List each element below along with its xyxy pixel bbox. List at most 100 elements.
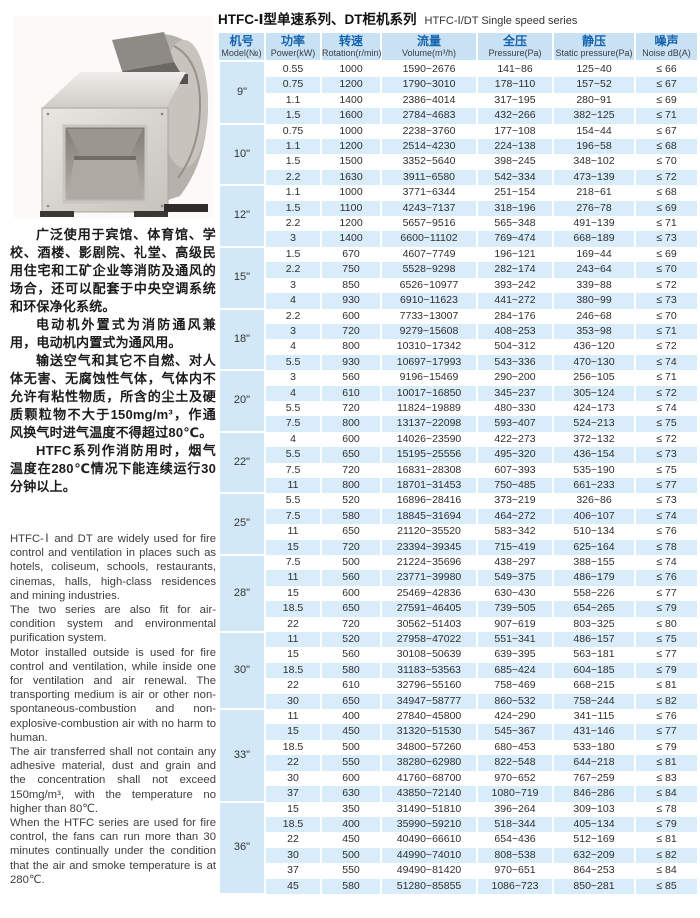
table-row: 18.5 580 31183~53563 685~424 604~185 ≤ 79	[219, 662, 697, 679]
spec-cell: 560	[320, 647, 381, 663]
spec-cell: 1.5	[285, 155, 301, 168]
spec-cell: ≤ 80	[634, 616, 697, 633]
spec-cell: 600	[320, 585, 381, 602]
spec-cell: 7.5	[265, 416, 321, 432]
spec-cell: 5528~9298	[380, 262, 477, 278]
description-chinese: 广泛使用于宾馆、体育馆、学校、酒楼、影剧院、礼堂、高级民用住宅和工矿企业等消防及…	[10, 226, 216, 496]
spec-cell: 758~244	[552, 693, 635, 710]
spec-cell: 850~281	[552, 878, 635, 894]
spec-cell: 480~330	[476, 400, 553, 417]
spec-cell: 25469~42836	[380, 585, 477, 602]
spec-cell: 22	[287, 679, 299, 692]
spec-cell: 504~312	[476, 339, 553, 355]
table-row: 3 1400 6600~11102 769~474 668~189 ≤ 73	[219, 231, 697, 247]
spec-cell: 6600~11102	[380, 231, 477, 247]
spec-cell: 3911~6580	[380, 169, 477, 186]
spec-cell: 18845~31694	[380, 508, 477, 525]
table-row: 25" 5.5 520 16896~28416 373~219 326~86 ≤ 73	[218, 492, 697, 556]
spec-cell: 317~195	[476, 92, 553, 109]
spec-cell: 644~218	[552, 755, 635, 771]
spec-cell: 1.5	[265, 108, 321, 124]
spec-cell: 5657~9516	[380, 216, 477, 232]
model-cell: 33"	[218, 708, 266, 803]
product-photo	[14, 16, 214, 218]
paragraph: When the HTFC series are used for fire c…	[10, 817, 216, 886]
spec-cell: 630~430	[476, 585, 553, 602]
spec-cell: 15	[265, 539, 321, 555]
spec-cell: 400	[320, 816, 381, 833]
spec-cell: ≤ 71	[634, 216, 697, 232]
spec-cell: 15	[287, 586, 299, 599]
table-row: 22 550 38280~62980 822~548 644~218 ≤ 81	[219, 755, 697, 771]
spec-cell: 27840~45800	[380, 709, 477, 725]
spec-cell: 550	[320, 755, 381, 771]
spec-cell: 685~424	[476, 662, 553, 679]
spec-cell: 284~176	[476, 308, 553, 324]
table-row: 10" 0.75 1000 2238~3760 177~108 154~44 ≤ 67	[218, 122, 697, 187]
spec-cell: 1.1	[265, 139, 321, 155]
table-row: 37 630 43850~72140 1080~719 846~286 ≤ 84	[219, 786, 697, 802]
table-row: 2.2 1200 5657~9516 565~348 491~139 ≤ 71	[219, 216, 697, 232]
spec-cell: 661~233	[552, 477, 635, 494]
spec-cell: 21224~35696	[380, 555, 477, 571]
spec-cell: 37	[287, 864, 299, 877]
model-cell: 30"	[218, 631, 266, 711]
table-row: 18.5 650 27591~46405 739~505 654~265 ≤ 79	[219, 601, 697, 617]
model-cell: 20"	[218, 369, 266, 433]
spec-cell: 398~245	[476, 154, 553, 170]
spec-cell: ≤ 73	[634, 293, 697, 309]
spec-cell: 11	[265, 477, 321, 494]
spec-cell: 30	[265, 847, 321, 864]
spec-cell: 441~272	[476, 293, 553, 309]
spec-cell: 169~44	[552, 246, 635, 263]
title-chinese: HTFC-Ⅰ型单速系列、DT柜机系列	[218, 12, 417, 27]
model-cell: 18"	[218, 307, 266, 372]
spec-cell: 16831~28308	[380, 462, 477, 478]
table-row: 37 550 49490~81420 970~651 864~253 ≤ 84	[219, 863, 697, 879]
spec-cell: 7.5	[264, 555, 321, 571]
spec-cell: ≤ 74	[634, 508, 697, 525]
spec-cell: ≤ 78	[634, 801, 697, 817]
spec-cell: ≤ 82	[634, 693, 697, 710]
spec-cell: 4607~7749	[380, 246, 477, 263]
spec-cell: ≤ 71	[634, 323, 697, 340]
spec-cell: 1100	[320, 200, 381, 217]
column-header: 功率 Power(kW)	[264, 33, 321, 62]
spec-cell: 500	[320, 739, 381, 756]
table-row: 9" 0.55 1000 1590~2676 141~86 125~40 ≤ 66	[218, 60, 697, 125]
spec-cell: 2.2	[285, 217, 301, 230]
paragraph: The two series are also fit for air-cond…	[10, 604, 216, 645]
spec-cell: 22	[265, 755, 321, 771]
spec-cell: 34800~57260	[380, 739, 477, 756]
spec-cell: 720	[320, 462, 381, 478]
spec-cell: ≤ 81	[634, 678, 697, 694]
spec-cell: 491~139	[552, 216, 635, 232]
table-row: 30 500 44990~74010 808~538 632~209 ≤ 82	[219, 847, 697, 864]
spec-cell: 739~505	[476, 601, 553, 617]
spec-cell: 280~91	[552, 92, 635, 109]
spec-cell: ≤ 79	[634, 662, 697, 679]
paragraph: 广泛使用于宾馆、体育馆、学校、酒楼、影剧院、礼堂、高级民用住宅和工矿企业等消防及…	[10, 227, 216, 314]
column-header: 噪声 Noise dB(A)	[634, 33, 697, 62]
table-row: 3 720 9279~15608 408~253 353~98 ≤ 71	[219, 323, 697, 340]
spec-cell: 9196~15469	[380, 370, 477, 386]
spec-header-row: 机号 Model(№) 功率 Power(kW) 转速 Rotation(r/min) 流量…	[219, 33, 697, 62]
section-title: HTFC-Ⅰ型单速系列、DT柜机系列 HTFC-Ⅰ/DT Single spee…	[218, 8, 696, 28]
spec-cell: 625~164	[552, 539, 635, 555]
spec-cell: 520	[320, 632, 381, 648]
spec-cell: ≤ 83	[634, 770, 697, 787]
spec-cell: 30108~50639	[380, 647, 477, 663]
spec-cell: 22	[287, 833, 299, 846]
spec-cell: 30562~51403	[380, 616, 477, 633]
spec-cell: ≤ 75	[634, 632, 697, 648]
table-row: 15" 1.5 670 4607~7749 196~121 169~44 ≤ 69	[218, 245, 697, 310]
table-row: 12" 1.1 1000 3771~6344 251~154 218~61 ≤ 68	[218, 184, 697, 248]
spec-cell: 800	[320, 416, 381, 432]
model-cell: 9"	[218, 60, 266, 125]
spec-cell: 846~286	[552, 786, 635, 802]
spec-cell: 450	[320, 724, 381, 740]
spec-cell: 4	[290, 340, 296, 353]
spec-cell: ≤ 72	[634, 431, 697, 448]
spec-cell: 607~393	[476, 462, 553, 478]
table-row: 18.5 500 34800~57260 680~453 533~180 ≤ 79	[219, 739, 697, 756]
